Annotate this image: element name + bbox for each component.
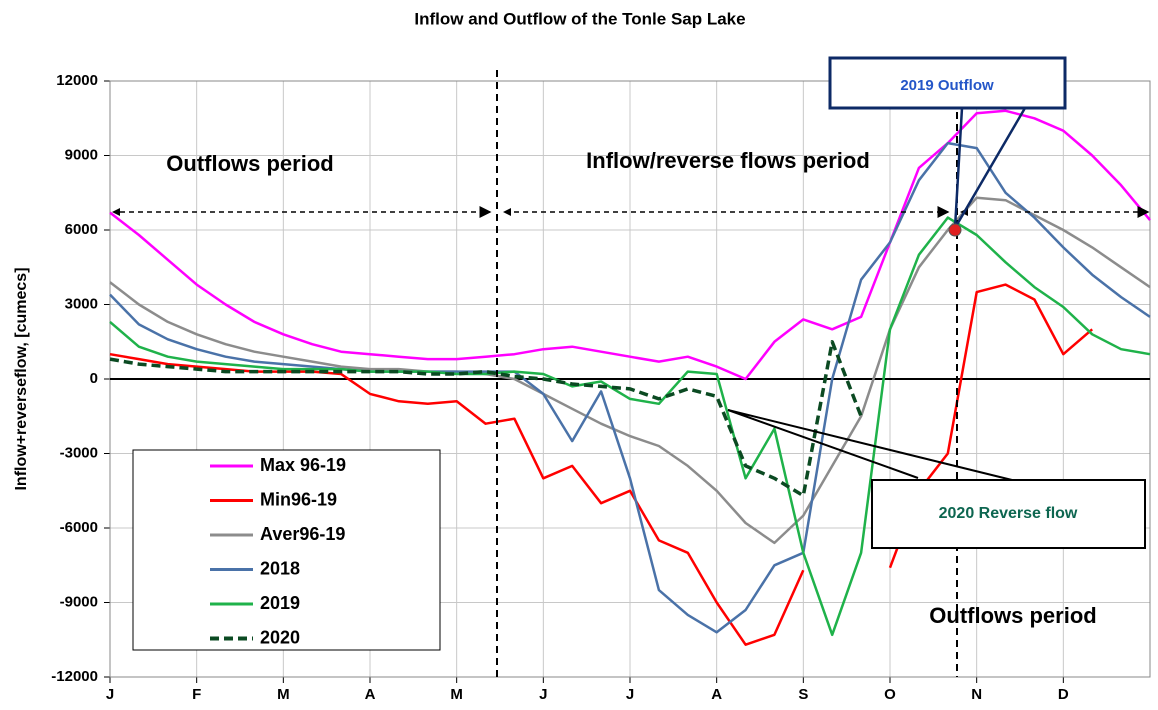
y-axis-title: Inflow+reverseflow, [cumecs] [13,267,30,490]
annotation: Outflows period [929,603,1096,628]
callout-box [871,479,1146,549]
callout-pointer [953,107,1027,229]
x-tick-label: A [365,686,376,703]
legend-label: 2019 [260,593,300,613]
y-tick-label: 9000 [65,146,98,163]
legend-box [132,449,441,651]
series-line [109,196,1151,545]
legend-label: Aver96-19 [260,524,345,544]
annotation: 2020 Reverse flow [939,505,1078,522]
y-tick-label: -9000 [60,593,98,610]
x-tick-label: J [539,686,547,703]
x-tick-label: M [450,686,463,703]
y-tick-label: -6000 [60,519,98,536]
x-tick-label: J [106,686,114,703]
legend-label: 2018 [260,558,300,578]
annotation: 2019 Outflow [900,77,994,94]
chart-title: Inflow and Outflow of the Tonle Sap Lake [414,9,745,28]
legend: Max 96-19 Min96-19 Aver96-19 2018 2019 2020 [132,449,441,651]
y-tick-label: 6000 [65,221,98,238]
x-tick-label: S [798,686,808,703]
series-line [109,141,1151,634]
callout-pointer [727,409,1013,481]
y-tick-label: -3000 [60,444,98,461]
y-tick-label: -12000 [51,668,98,685]
legend-label: 2020 [260,627,300,647]
annotation: Outflows period [166,151,333,176]
x-tick-label: A [711,686,722,703]
x-tick-label: M [277,686,290,703]
callout-box [828,56,1067,110]
x-tick-label: F [192,686,201,703]
y-tick-label: 3000 [65,295,98,312]
outflow-point [948,223,962,237]
x-tick-label: O [884,686,896,703]
y-tick-label: 0 [90,370,98,387]
x-tick-label: N [971,686,982,703]
annotation: Inflow/reverse flows period [586,148,870,173]
y-tick-label: 12000 [56,72,98,89]
x-tick-label: D [1058,686,1069,703]
annotations: Outflows period Inflow/reverse flows per… [112,56,1150,677]
legend-label: Max 96-19 [260,455,346,475]
series-line [109,216,1151,637]
x-tick-label: J [626,686,634,703]
series-line [109,109,1151,381]
series-line [109,340,863,498]
legend-label: Min96-19 [260,489,337,509]
